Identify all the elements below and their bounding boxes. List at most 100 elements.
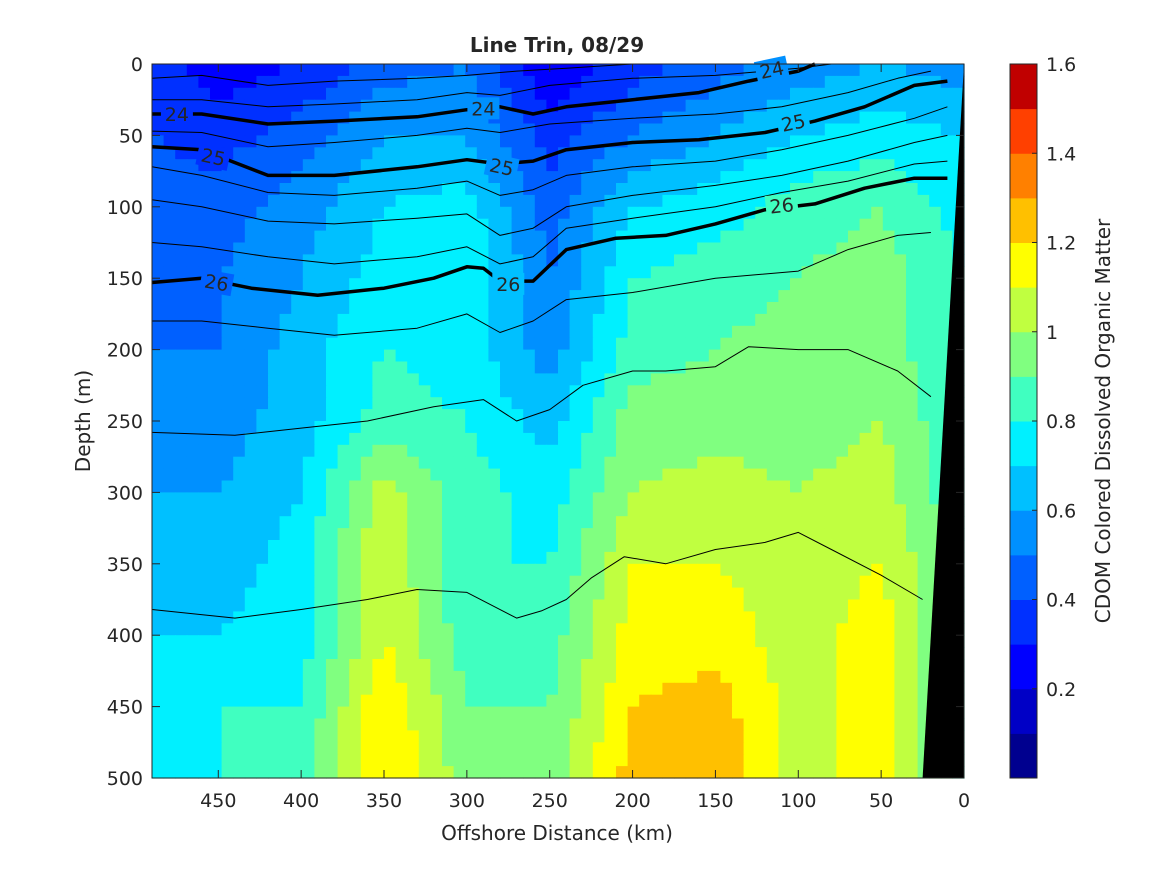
heatmap-cell: [790, 302, 803, 315]
heatmap-cell: [152, 670, 165, 684]
heatmap-cell: [465, 456, 478, 470]
heatmap-cell: [592, 480, 605, 493]
heatmap-cell: [488, 349, 501, 363]
heatmap-cell: [755, 706, 768, 720]
heatmap-cell: [882, 218, 895, 232]
heatmap-cell: [882, 516, 895, 529]
heatmap-cell: [662, 421, 675, 434]
heatmap-cell: [848, 278, 861, 291]
heatmap-cell: [291, 254, 304, 267]
heatmap-cell: [662, 492, 675, 505]
heatmap-cell: [558, 516, 571, 529]
heatmap-cell: [384, 706, 397, 720]
heatmap-cell: [442, 290, 455, 303]
heatmap-cell: [326, 611, 339, 624]
heatmap-cell: [894, 99, 907, 113]
heatmap-cell: [326, 563, 339, 577]
heatmap-cell: [917, 302, 930, 315]
heatmap-cell: [662, 397, 675, 410]
heatmap-cell: [604, 754, 617, 767]
heatmap-cell: [720, 266, 733, 279]
heatmap-cell: [384, 468, 397, 482]
colorbar-swatch: [1010, 197, 1037, 243]
heatmap-cell: [279, 563, 292, 577]
heatmap-cell: [581, 694, 594, 708]
heatmap-cell: [697, 278, 710, 291]
heatmap-cell: [650, 111, 663, 125]
heatmap-cell: [534, 444, 547, 458]
heatmap-cell: [326, 135, 339, 148]
heatmap-cell: [395, 432, 408, 446]
heatmap-cell: [244, 325, 257, 339]
heatmap-cell: [268, 254, 281, 267]
heatmap-cell: [592, 718, 605, 731]
heatmap-cell: [952, 75, 965, 89]
heatmap-cell: [929, 266, 942, 279]
heatmap-cell: [430, 706, 443, 720]
heatmap-cell: [708, 397, 721, 410]
heatmap-cell: [639, 551, 652, 565]
contour-label: 25: [199, 145, 227, 172]
heatmap-cell: [233, 730, 246, 743]
heatmap-cell: [198, 635, 211, 648]
heatmap-cell: [418, 563, 431, 577]
heatmap-cell: [349, 551, 362, 565]
heatmap-cell: [210, 302, 223, 315]
heatmap-cell: [592, 492, 605, 505]
heatmap-cell: [418, 456, 431, 470]
heatmap-cell: [523, 337, 536, 351]
heatmap-cell: [558, 302, 571, 315]
heatmap-cell: [395, 659, 408, 672]
heatmap-cell: [790, 337, 803, 351]
heatmap-cell: [360, 135, 373, 148]
heatmap-cell: [674, 551, 687, 565]
heatmap-cell: [558, 623, 571, 636]
heatmap-cell: [778, 480, 791, 493]
heatmap-cell: [511, 647, 524, 660]
heatmap-cell: [453, 64, 466, 77]
heatmap-cell: [221, 373, 234, 386]
heatmap-cell: [627, 492, 640, 505]
heatmap-cell: [859, 528, 872, 541]
heatmap-cell: [476, 611, 489, 624]
heatmap-cell: [453, 75, 466, 89]
heatmap-cell: [291, 373, 304, 386]
heatmap-cell: [291, 551, 304, 565]
heatmap-cell: [650, 682, 663, 696]
heatmap-cell: [349, 278, 362, 291]
contour-label-bg: [160, 103, 193, 125]
heatmap-cell: [476, 492, 489, 505]
heatmap-cell: [314, 349, 327, 363]
heatmap-cell: [418, 682, 431, 696]
heatmap-cell: [558, 659, 571, 672]
heatmap-cell: [882, 694, 895, 708]
heatmap-cell: [569, 754, 582, 767]
heatmap-cell: [534, 421, 547, 434]
heatmap-cell: [453, 421, 466, 434]
heatmap-cell: [616, 325, 629, 339]
heatmap-cell: [279, 397, 292, 410]
heatmap-cell: [859, 75, 872, 89]
heatmap-cell: [488, 183, 501, 196]
heatmap-cell: [268, 242, 281, 255]
heatmap-cell: [720, 551, 733, 565]
heatmap-cell: [523, 183, 536, 196]
heatmap-cell: [569, 635, 582, 648]
heatmap-cell: [720, 171, 733, 184]
heatmap-cell: [430, 575, 443, 589]
heatmap-cell: [882, 492, 895, 505]
heatmap-cell: [244, 540, 257, 553]
heatmap-cell: [569, 87, 582, 101]
heatmap-cell: [685, 540, 698, 553]
heatmap-cell: [476, 254, 489, 267]
heatmap-cell: [430, 730, 443, 743]
heatmap-cell: [732, 575, 745, 589]
heatmap-cell: [871, 504, 884, 517]
heatmap-cell: [210, 516, 223, 529]
heatmap-cell: [384, 504, 397, 517]
heatmap-cell: [616, 349, 629, 363]
heatmap-cell: [743, 349, 756, 363]
heatmap-cell: [268, 290, 281, 303]
heatmap-cell: [279, 206, 292, 220]
heatmap-cell: [337, 456, 350, 470]
